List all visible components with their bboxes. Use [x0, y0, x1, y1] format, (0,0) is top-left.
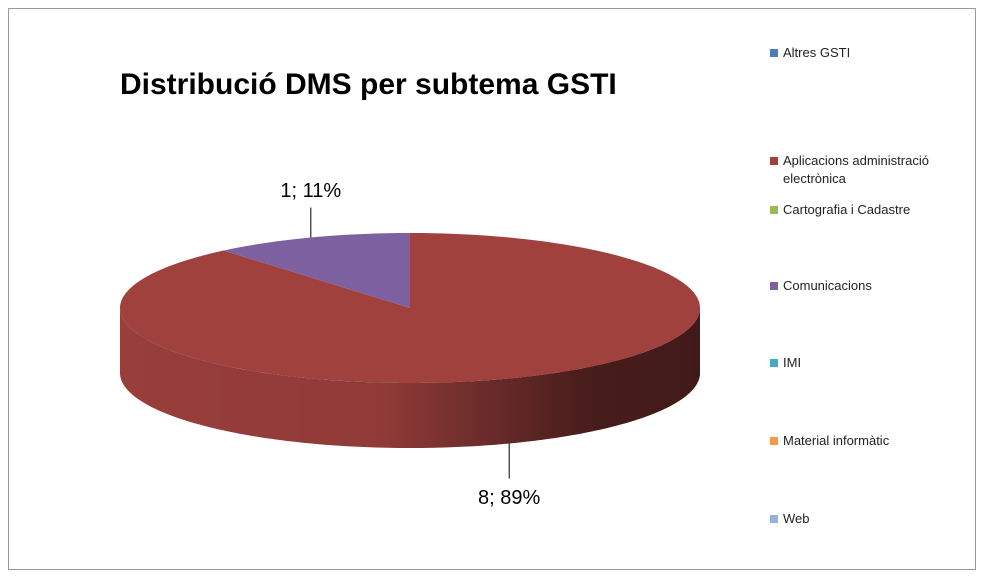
- legend-item: Material informàtic: [770, 432, 970, 450]
- data-label: 8; 89%: [478, 487, 540, 509]
- pie-side-shade: [120, 308, 700, 448]
- pie-slice: [223, 233, 410, 308]
- data-label: 1; 11%: [280, 180, 341, 202]
- legend-label: Material informàtic: [783, 433, 890, 448]
- legend-item: Cartografia i Cadastre: [770, 201, 970, 219]
- legend-swatch: [770, 515, 778, 523]
- legend-label: Cartografia i Cadastre: [783, 202, 911, 217]
- legend-swatch: [770, 359, 778, 367]
- legend-label: Aplicacions administració electrònica: [783, 153, 929, 186]
- legend-item: Altres GSTI: [770, 44, 970, 62]
- data-labels: 8; 89% 1; 11%: [280, 180, 540, 509]
- pie-sides: [120, 308, 700, 448]
- legend-item: Comunicacions: [770, 277, 970, 295]
- legend-swatch: [770, 206, 778, 214]
- legend-item: Aplicacions administració electrònica: [770, 152, 970, 188]
- legend-label: Comunicacions: [783, 278, 872, 293]
- legend-swatch: [770, 49, 778, 57]
- legend-item: IMI: [770, 354, 970, 372]
- legend-label: Web: [783, 511, 810, 526]
- legend-label: Altres GSTI: [783, 45, 851, 60]
- legend-item: Web: [770, 510, 970, 528]
- chart-title: Distribució DMS per subtema GSTI: [120, 68, 617, 101]
- legend-swatch: [770, 437, 778, 445]
- legend-swatch: [770, 282, 778, 290]
- legend-swatch: [770, 157, 778, 165]
- pie-top: [120, 233, 700, 383]
- legend-label: IMI: [783, 355, 802, 370]
